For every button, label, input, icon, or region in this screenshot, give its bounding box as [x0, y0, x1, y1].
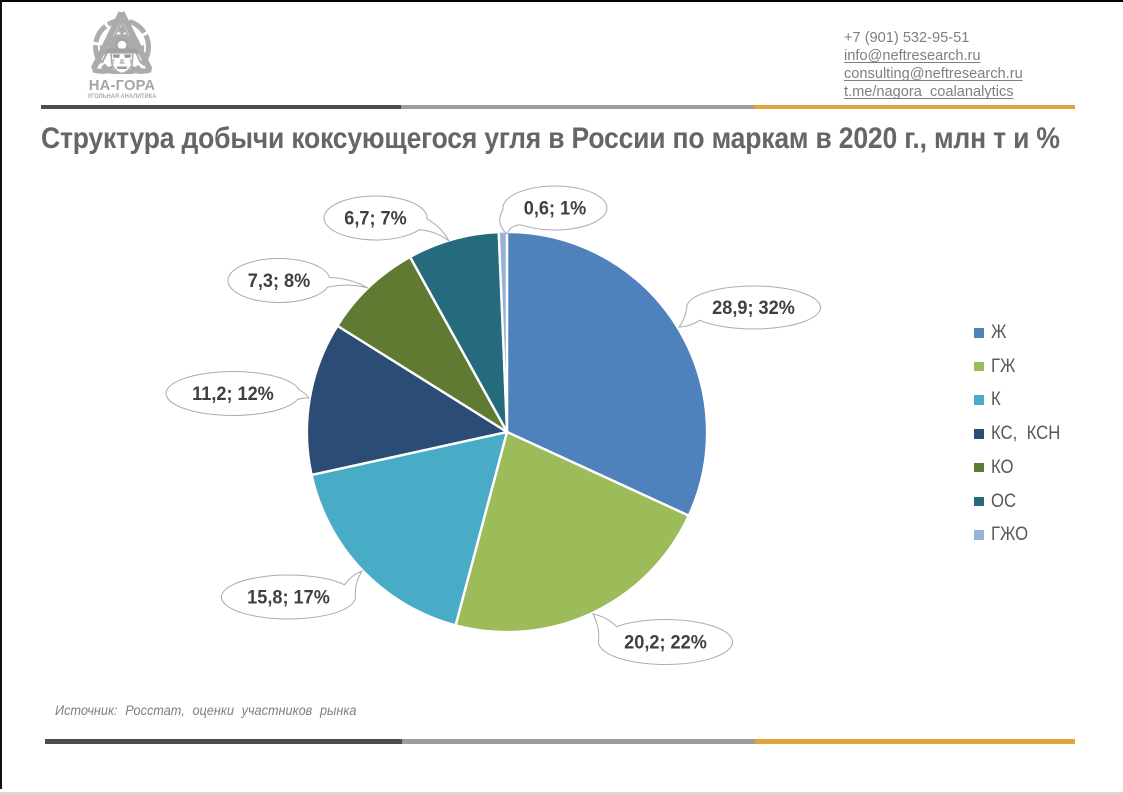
svg-text:15,8; 17%: 15,8; 17% — [247, 586, 330, 607]
svg-text:6,7; 7%: 6,7; 7% — [344, 207, 407, 228]
svg-text:11,2; 12%: 11,2; 12% — [192, 383, 274, 404]
svg-text:20,2; 22%: 20,2; 22% — [624, 631, 707, 652]
svg-text:28,9; 32%: 28,9; 32% — [712, 297, 795, 318]
svg-text:0,6; 1%: 0,6; 1% — [524, 197, 587, 218]
svg-text:7,3; 8%: 7,3; 8% — [248, 270, 311, 291]
